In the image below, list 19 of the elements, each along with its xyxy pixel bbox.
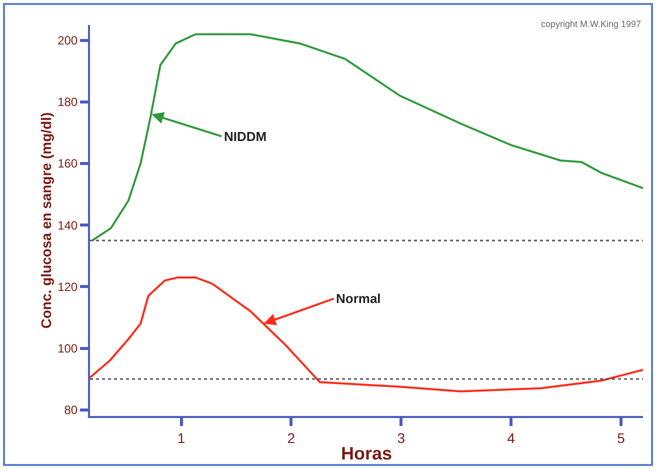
annotation: copyright M.W.King 1997 [541,19,642,29]
y-axis-title: Conc. glucosa en sangre (mg/dl) [38,112,54,329]
y-tick-label: 120 [58,280,78,294]
annotation: NIDDM [224,129,267,144]
y-tick-label: 80 [64,403,78,418]
y-tick-label: 180 [58,95,78,110]
y-tick-label: 200 [58,34,78,48]
y-tick-label: 100 [58,341,78,356]
x-axis-title: Horas [340,443,392,464]
x-tick-label: 5 [617,430,626,446]
y-tick-label: 160 [58,156,78,171]
x-tick-label: 4 [507,430,516,446]
x-tick-label: 3 [397,430,406,446]
x-tick-label: 2 [287,430,296,446]
line-series [91,33,643,242]
line-series [90,276,643,392]
x-tick-label: 1 [177,430,186,446]
annotation: Normal [336,291,381,306]
y-tick-label: 140 [58,218,78,232]
